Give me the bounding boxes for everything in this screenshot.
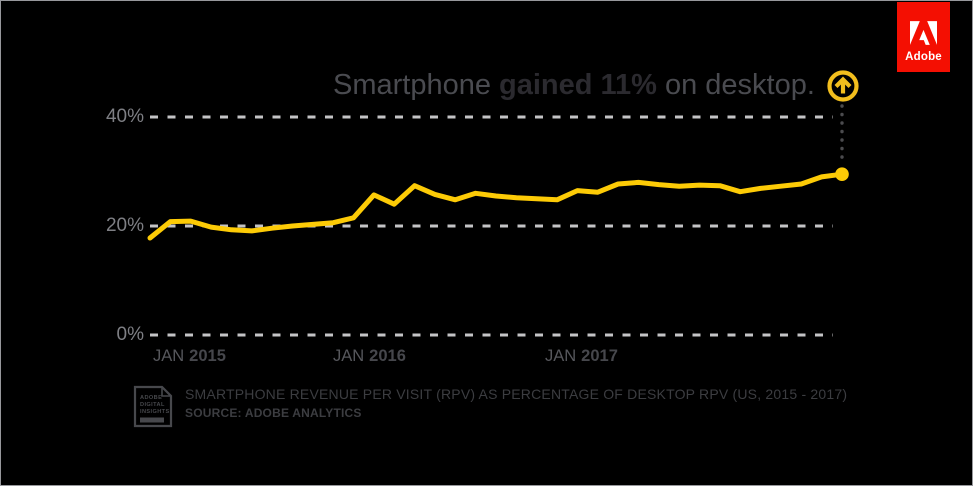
x-tick-label-2016: JAN 2016 <box>333 347 406 366</box>
badge-line-1: ADOBE <box>140 395 162 401</box>
footer: ADOBE DIGITAL INSIGHTS SMARTPHONE REVENU… <box>132 384 847 429</box>
adobe-logo-text: Adobe <box>905 51 942 63</box>
y-tick-label-0: 0% <box>116 324 144 345</box>
x-tick-month: JAN <box>545 347 577 365</box>
x-tick-label-2015: JAN 2015 <box>153 347 226 366</box>
title-highlight: gained 11% <box>499 69 657 101</box>
end-point-marker <box>835 167 849 181</box>
x-tick-year: 2017 <box>581 347 618 365</box>
x-tick-year: 2016 <box>369 347 406 365</box>
chart-title: Smartphone gained 11% on desktop. <box>333 66 815 104</box>
footer-description: SMARTPHONE REVENUE PER VISIT (RPV) AS PE… <box>185 386 848 402</box>
y-tick-label-20: 20% <box>105 215 144 236</box>
rpv-trend-line <box>147 171 845 241</box>
adobe-logo: Adobe <box>897 2 950 72</box>
badge-line-2: DIGITAL <box>140 402 165 408</box>
adobe-a-mark-icon <box>910 21 937 45</box>
footer-text: SMARTPHONE REVENUE PER VISIT (RPV) AS PE… <box>185 384 847 421</box>
y-tick-label-40: 40% <box>105 106 144 127</box>
x-tick-month: JAN <box>333 347 365 365</box>
title-prefix: Smartphone <box>333 69 491 101</box>
badge-line-3: INSIGHTS <box>140 409 170 415</box>
circle-up-arrow-icon <box>827 70 859 102</box>
x-tick-label-2017: JAN 2017 <box>545 347 618 366</box>
adobe-digital-insights-badge-icon: ADOBE DIGITAL INSIGHTS <box>133 385 173 428</box>
title-suffix: on desktop. <box>664 69 815 101</box>
footer-source: SOURCE: ADOBE ANALYTICS <box>185 406 362 420</box>
gridlines <box>150 115 833 337</box>
x-tick-year: 2015 <box>189 347 226 365</box>
x-tick-month: JAN <box>153 347 185 365</box>
